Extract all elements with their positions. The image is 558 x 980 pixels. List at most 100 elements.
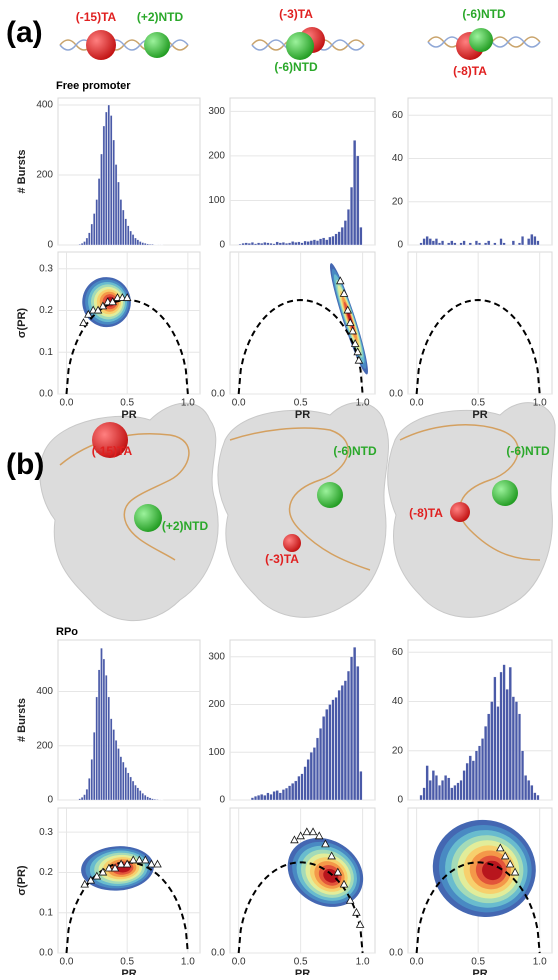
bar [490, 702, 493, 800]
bar [96, 697, 98, 800]
bar [288, 243, 291, 245]
x-tick-label: 1.0 [533, 398, 547, 409]
bar [338, 232, 341, 245]
bar [463, 241, 466, 245]
bar [144, 243, 146, 245]
bar [469, 756, 472, 800]
bar [93, 732, 95, 800]
bar [242, 243, 245, 245]
bar [319, 728, 322, 800]
x-tick-label: 0.0 [232, 398, 246, 409]
bar [137, 240, 139, 245]
plot-frame [58, 98, 200, 245]
bar [512, 697, 515, 800]
bar [313, 747, 316, 800]
bar [239, 244, 242, 245]
dye-annotation: (-6)NTD [462, 7, 506, 21]
plot-frame [408, 98, 552, 245]
bar [426, 766, 429, 800]
dye-sphere [144, 32, 170, 58]
panel-label: (a) [6, 16, 43, 49]
bar [310, 752, 313, 800]
dye-annotation: (-15)TA [92, 444, 133, 458]
x-axis-label: PR [121, 968, 136, 975]
bar [273, 791, 276, 800]
bar [469, 243, 472, 245]
bar [130, 777, 132, 800]
bar [79, 799, 81, 800]
bar [423, 239, 426, 245]
bar [335, 234, 338, 245]
bar [267, 793, 270, 800]
bar [105, 675, 107, 800]
y-tick-label: 0 [47, 240, 53, 251]
bar [506, 689, 509, 800]
bar [457, 783, 460, 800]
y-tick-label: 0 [47, 795, 53, 806]
bar [518, 243, 521, 245]
bar [325, 240, 328, 245]
bar [125, 219, 127, 245]
bar [270, 243, 273, 245]
bar [441, 241, 444, 245]
bar [117, 748, 119, 800]
bar [341, 227, 344, 245]
bar [147, 244, 149, 245]
bar [108, 105, 110, 245]
bar [356, 666, 359, 800]
bar [429, 780, 432, 800]
dye-sphere [450, 502, 470, 522]
bar [503, 665, 506, 800]
x-tick-label: 1.0 [356, 398, 370, 409]
protein [218, 403, 389, 618]
bar [447, 778, 450, 800]
bar [487, 714, 490, 800]
bar [139, 242, 141, 246]
bar [484, 726, 487, 800]
protein-models [40, 403, 555, 621]
bar [98, 670, 100, 800]
bar [88, 778, 90, 800]
bar [149, 244, 151, 245]
y-tick-label: 100 [208, 747, 225, 758]
bar [248, 243, 251, 245]
bar [291, 241, 294, 245]
y-tick-label: 200 [208, 699, 225, 710]
bar [282, 789, 285, 800]
y-tick-label: 400 [36, 686, 53, 697]
x-tick-label: 0.5 [120, 957, 134, 968]
x-tick-label: 0.5 [294, 398, 308, 409]
panel-label: (b) [6, 448, 44, 481]
bar [260, 243, 263, 245]
dye-annotation: (-8)TA [409, 506, 443, 520]
bar [500, 672, 503, 800]
bar [307, 759, 310, 800]
bar [322, 238, 325, 245]
bar [329, 704, 332, 800]
bar [156, 799, 158, 800]
bar [521, 236, 524, 245]
bar [332, 700, 335, 800]
y-tick-label: 40 [392, 153, 404, 164]
bar [86, 238, 88, 245]
bar [310, 241, 313, 245]
bar [319, 239, 322, 245]
y-tick-label: 0.1 [39, 347, 53, 358]
y-tick-label: 0 [219, 795, 225, 806]
bar [500, 239, 503, 245]
bar [322, 716, 325, 800]
bar [527, 780, 530, 800]
bar [356, 156, 359, 245]
bar [260, 794, 263, 800]
bar [144, 795, 146, 800]
bar [432, 770, 435, 800]
bar [91, 759, 93, 800]
dye-sphere [317, 482, 343, 508]
bar [347, 209, 350, 245]
bar [285, 243, 288, 245]
dye-annotation: (-6)NTD [506, 444, 550, 458]
